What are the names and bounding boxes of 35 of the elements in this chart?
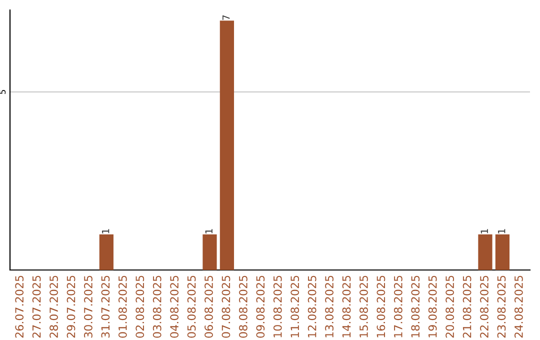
x-tick-label: 14.08.2025 xyxy=(342,276,351,338)
x-tick-label: 02.08.2025 xyxy=(136,276,144,338)
x-tick-label: 31.07.2025 xyxy=(101,276,110,338)
x-tick-label: 23.08.2025 xyxy=(497,276,506,338)
x-tick-label: 08.08.2025 xyxy=(238,276,248,338)
data-label: 1 xyxy=(205,229,212,234)
x-tick-label: 10.08.2025 xyxy=(273,276,282,338)
x-tick-label: 26.07.2025 xyxy=(15,276,24,338)
x-tick-label: 28.07.2025 xyxy=(50,276,58,338)
x-tick-label: 05.08.2025 xyxy=(187,276,196,338)
x-tick-label: 21.08.2025 xyxy=(462,276,472,338)
x-tick-label: 01.08.2025 xyxy=(118,276,127,338)
x-tick-label: 04.08.2025 xyxy=(170,276,179,338)
x-tick-label: 13.08.2025 xyxy=(325,276,334,338)
x-tick-label: 22.08.2025 xyxy=(480,276,488,338)
x-tick-label: 17.08.2025 xyxy=(394,276,402,338)
x-tick-label: 06.08.2025 xyxy=(204,276,213,338)
x-tick-label: 09.08.2025 xyxy=(256,276,265,338)
x-tick-label: 15.08.2025 xyxy=(360,276,368,338)
x-tick-label: 11.08.2025 xyxy=(290,276,300,338)
data-label: 1 xyxy=(498,229,506,234)
x-tick-label: 30.07.2025 xyxy=(84,276,92,338)
x-tick-label: 12.08.2025 xyxy=(308,276,316,338)
x-tick-label: 07.08.2025 xyxy=(222,276,230,338)
x-tick-label: 29.07.2025 xyxy=(66,276,76,338)
x-tick-label: 19.08.2025 xyxy=(428,276,437,338)
data-label: 1 xyxy=(102,229,110,234)
x-tick-label: 18.08.2025 xyxy=(411,276,420,338)
x-tick-label: 20.08.2025 xyxy=(446,276,454,338)
data-label: 1 xyxy=(480,229,488,234)
x-tick-label: 03.08.2025 xyxy=(152,276,162,338)
x-tick-label: 16.08.2025 xyxy=(376,276,386,338)
x-tick-label: 24.08.2025 xyxy=(514,276,523,338)
x-tick-label: 27.07.2025 xyxy=(32,276,41,338)
data-label: 7 xyxy=(222,15,230,20)
